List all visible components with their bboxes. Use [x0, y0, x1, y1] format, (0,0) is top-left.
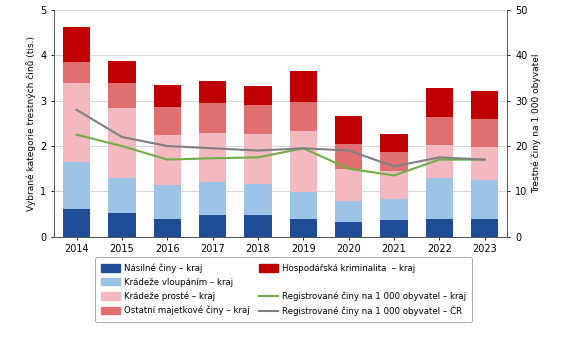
Bar — [63, 162, 90, 210]
Bar — [290, 192, 317, 219]
Bar — [63, 62, 90, 82]
Y-axis label: Vybrané kategorie trestných činů (tis.): Vybrané kategorie trestných činů (tis.) — [26, 36, 36, 211]
Bar — [426, 88, 453, 117]
Bar — [244, 134, 272, 184]
Bar — [290, 71, 317, 102]
Bar — [380, 152, 408, 171]
Y-axis label: Trestné činy na 1 000 obyvatel: Trestné činy na 1 000 obyvatel — [532, 54, 541, 193]
Bar — [290, 131, 317, 192]
Bar — [108, 178, 136, 213]
Bar — [154, 135, 181, 185]
Bar — [335, 201, 362, 222]
Bar — [244, 215, 272, 237]
Bar — [199, 182, 226, 215]
Bar — [108, 82, 136, 107]
Bar — [154, 185, 181, 219]
Bar — [471, 147, 498, 179]
Bar — [335, 222, 362, 237]
Bar — [108, 213, 136, 237]
Bar — [380, 134, 408, 152]
Bar — [290, 102, 317, 131]
Legend: Násilné činy – kraj, Krádeže vloupáním – kraj, Krádeže prosté – kraj, Ostatní ma: Násilné činy – kraj, Krádeže vloupáním –… — [95, 258, 472, 322]
Bar — [426, 145, 453, 178]
Bar — [244, 184, 272, 215]
Bar — [244, 105, 272, 134]
Bar — [108, 107, 136, 178]
Bar — [63, 210, 90, 237]
Bar — [471, 179, 498, 219]
Bar — [108, 61, 136, 82]
Bar — [244, 86, 272, 105]
Bar — [471, 219, 498, 237]
Bar — [199, 102, 226, 133]
Bar — [154, 219, 181, 237]
Bar — [335, 144, 362, 169]
Bar — [199, 81, 226, 102]
Bar — [335, 169, 362, 201]
Bar — [380, 171, 408, 199]
Bar — [63, 82, 90, 162]
Bar — [335, 116, 362, 144]
Bar — [426, 219, 453, 237]
Bar — [380, 199, 408, 220]
Bar — [380, 220, 408, 237]
Bar — [471, 91, 498, 119]
Bar — [63, 27, 90, 62]
Bar — [199, 133, 226, 182]
Bar — [471, 119, 498, 147]
Bar — [426, 178, 453, 219]
Bar — [154, 106, 181, 135]
Bar — [199, 215, 226, 237]
Bar — [290, 219, 317, 237]
Bar — [154, 85, 181, 106]
Bar — [426, 117, 453, 145]
